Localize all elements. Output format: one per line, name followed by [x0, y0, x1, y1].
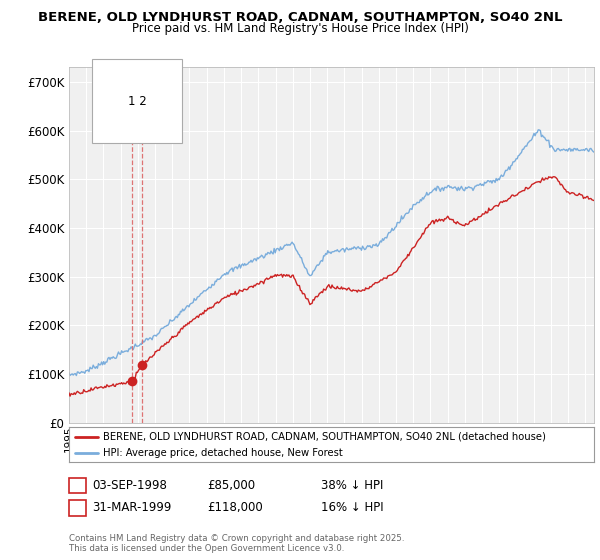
- Text: £118,000: £118,000: [207, 501, 263, 515]
- Text: 1: 1: [74, 479, 81, 492]
- Text: 1 2: 1 2: [128, 95, 146, 108]
- Text: 31-MAR-1999: 31-MAR-1999: [92, 501, 171, 515]
- Text: BERENE, OLD LYNDHURST ROAD, CADNAM, SOUTHAMPTON, SO40 2NL (detached house): BERENE, OLD LYNDHURST ROAD, CADNAM, SOUT…: [103, 432, 546, 442]
- Text: BERENE, OLD LYNDHURST ROAD, CADNAM, SOUTHAMPTON, SO40 2NL: BERENE, OLD LYNDHURST ROAD, CADNAM, SOUT…: [38, 11, 562, 24]
- Text: 16% ↓ HPI: 16% ↓ HPI: [321, 501, 383, 515]
- Text: Contains HM Land Registry data © Crown copyright and database right 2025.
This d: Contains HM Land Registry data © Crown c…: [69, 534, 404, 553]
- Text: £85,000: £85,000: [207, 479, 255, 492]
- Text: HPI: Average price, detached house, New Forest: HPI: Average price, detached house, New …: [103, 447, 343, 458]
- Text: 38% ↓ HPI: 38% ↓ HPI: [321, 479, 383, 492]
- Text: 2: 2: [74, 501, 81, 515]
- Text: Price paid vs. HM Land Registry's House Price Index (HPI): Price paid vs. HM Land Registry's House …: [131, 22, 469, 35]
- Text: 03-SEP-1998: 03-SEP-1998: [92, 479, 167, 492]
